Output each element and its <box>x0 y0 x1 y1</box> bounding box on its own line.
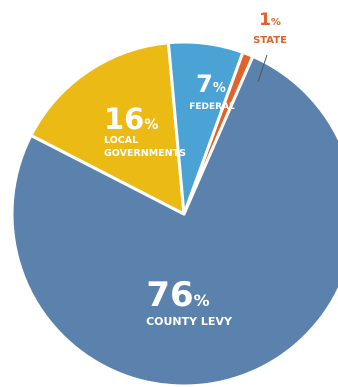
federal-name: FEDERAL <box>189 102 235 112</box>
pie-slices <box>10 40 338 387</box>
county-percent: 76 <box>146 275 193 315</box>
pie-slice-federal <box>166 40 245 216</box>
local-name-line2: GOVERNMENTS <box>104 148 186 159</box>
pie-slice-county <box>10 54 338 387</box>
svg-text:1%: 1% <box>259 10 281 30</box>
state-percent: 1 <box>259 10 271 30</box>
county-percent-symbol: % <box>194 291 210 310</box>
county-name: COUNTY LEVY <box>146 315 233 328</box>
slice-label-county: 76% COUNTY LEVY <box>146 275 233 328</box>
federal-percent: 7 <box>196 70 213 98</box>
slice-label-state: 1% STATE <box>253 10 287 46</box>
svg-text:7%: 7% <box>196 70 226 98</box>
federal-percent-symbol: % <box>213 81 226 96</box>
local-name-line1: LOCAL <box>104 135 138 146</box>
slice-label-local: 16% LOCAL GOVERNMENTS <box>104 102 186 159</box>
state-percent-symbol: % <box>271 17 281 28</box>
state-name: STATE <box>253 35 287 46</box>
local-percent-symbol: % <box>144 117 158 133</box>
pie-slice-local <box>29 41 186 216</box>
svg-text:16%: 16% <box>104 102 158 136</box>
local-percent: 16 <box>104 102 144 136</box>
state-leader-line <box>257 54 268 83</box>
svg-text:76%: 76% <box>146 275 209 315</box>
slice-label-federal: 7% FEDERAL <box>189 70 235 112</box>
